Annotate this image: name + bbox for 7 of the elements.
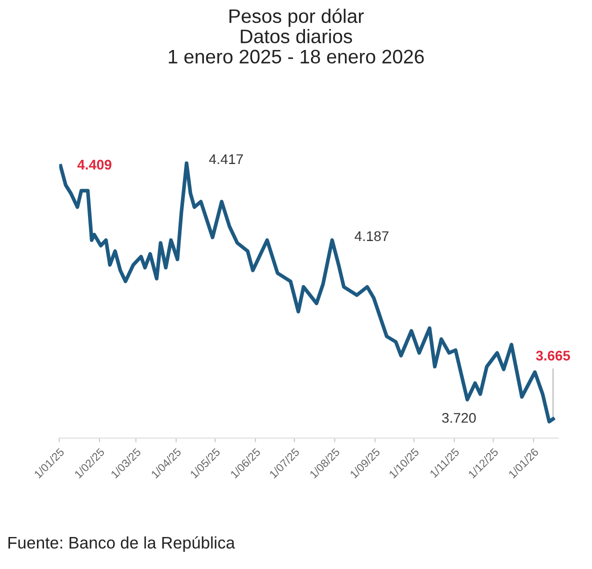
annotation: 3.665	[536, 350, 570, 361]
chart-title: Pesos por dólar Datos diarios 1 enero 2025 - 18 enero 2026	[168, 8, 424, 64]
annotation: 4.409	[77, 160, 112, 170]
annotation: 4.187	[354, 231, 388, 242]
annotation: 3.720	[442, 412, 476, 423]
annotation: 4.417	[209, 154, 243, 164]
source-note: Fuente: Banco de la República	[8, 536, 236, 552]
